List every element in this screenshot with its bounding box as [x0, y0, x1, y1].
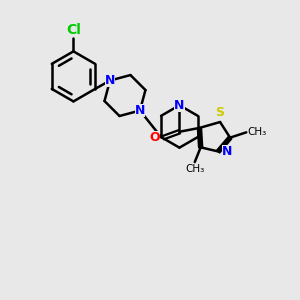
Text: N: N [222, 145, 232, 158]
Text: N: N [105, 74, 115, 87]
Text: Cl: Cl [66, 22, 81, 37]
Text: S: S [216, 106, 225, 119]
Text: N: N [135, 104, 145, 117]
Text: O: O [150, 131, 160, 144]
Text: N: N [174, 99, 184, 112]
Text: CH₃: CH₃ [185, 164, 204, 174]
Text: CH₃: CH₃ [248, 127, 267, 137]
